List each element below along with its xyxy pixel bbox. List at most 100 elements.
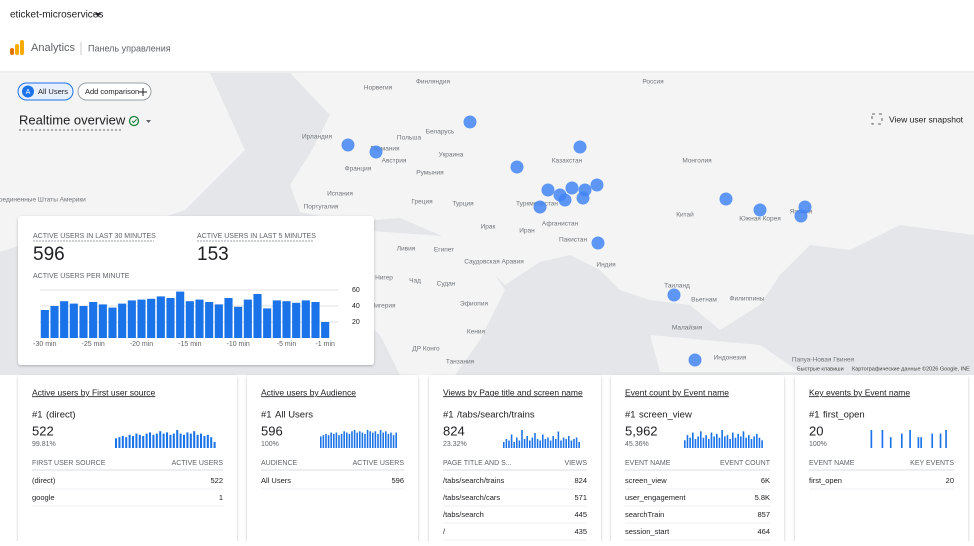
sparkline-bar [395, 433, 397, 448]
sparkline-bar [152, 435, 154, 448]
x-tick-label: -15 min [178, 341, 201, 348]
sparkline-bar [901, 434, 903, 448]
sparkline-bar [336, 433, 338, 448]
row-value: 857 [757, 510, 770, 519]
sparkline-bar [511, 435, 513, 449]
row-value: 464 [757, 527, 770, 536]
property-name[interactable]: eticket-microservices [10, 10, 103, 21]
bar [215, 304, 223, 338]
report-card: Views by Page title and screen name #1/ta… [429, 375, 601, 541]
sparkline-bar [362, 433, 364, 448]
row-label: All Users [261, 476, 291, 485]
top-item: first_open [823, 410, 865, 421]
map-label: ДР Конго [412, 346, 440, 353]
add-comparison[interactable]: Add comparison [78, 83, 151, 100]
row-value: 435 [574, 527, 587, 536]
sparkline-bar [351, 431, 353, 448]
metric-value: 153 [197, 244, 229, 265]
top-value: 522 [32, 423, 54, 438]
row-value: 1 [219, 493, 223, 502]
sparkline-bar [743, 431, 745, 448]
sparkline-bar [547, 438, 549, 449]
sparkline-bar [689, 438, 691, 448]
sparkline-bar [761, 440, 763, 448]
map-label: Вьетнам [691, 297, 717, 304]
sparkline-bar [565, 439, 567, 448]
row-value: 596 [391, 476, 404, 485]
column-header: EVENT NAME [625, 460, 671, 467]
map-label: Индия [596, 262, 616, 269]
sparkline-bar [737, 434, 739, 448]
sparkline-bar [382, 433, 384, 448]
sparkline-bar [503, 442, 505, 448]
sparkline-bar [214, 442, 216, 448]
card-title[interactable]: Active users by Audience [261, 387, 356, 397]
snapshot-label: View user snapshot [889, 114, 964, 124]
top-value: 5,962 [625, 423, 658, 438]
sparkline-bar [341, 434, 343, 448]
bar [321, 322, 329, 338]
segment-chip[interactable]: A All Users [18, 83, 73, 100]
sparkline-bar [745, 438, 747, 448]
sparkline-bar [703, 438, 705, 448]
sparkline-bar [519, 441, 521, 449]
sparkline-bar [918, 437, 920, 448]
card-title[interactable]: Active users by First user source [32, 387, 156, 397]
bar [311, 302, 319, 338]
user-location [566, 182, 579, 195]
sparkline-bar [354, 430, 356, 448]
map-label: Финляндия [416, 79, 450, 86]
sparkline-bar [146, 434, 148, 448]
bar [176, 292, 184, 338]
bar [89, 302, 97, 338]
bar [273, 300, 281, 338]
sparkline-bar [558, 432, 560, 449]
card-title[interactable]: Views by Page title and screen name [443, 387, 583, 397]
app-name: Analytics [31, 42, 76, 54]
sparkline-bar [129, 435, 131, 448]
sparkline-bar [343, 431, 345, 448]
sparkline-bar [882, 430, 884, 448]
bar [60, 301, 68, 338]
sparkline-bar [729, 439, 731, 448]
top-rank: #1 [443, 410, 454, 421]
map-label: Турция [452, 201, 474, 208]
card-title[interactable]: Key events by Event name [809, 387, 910, 397]
sparkline-bar [759, 438, 761, 448]
sparkline-bar [697, 436, 699, 448]
sparkline-bar [550, 441, 552, 449]
sparkline-bar [380, 430, 382, 448]
sparkline-bar [149, 432, 151, 448]
map-label: Таиланд [664, 283, 690, 290]
bar [253, 294, 261, 338]
card-bg [247, 375, 418, 541]
bar [224, 298, 232, 338]
add-comparison-label: Add comparison [85, 87, 139, 96]
map-label: Эфиопия [460, 301, 488, 308]
map-label: Польша [397, 135, 422, 142]
map-label: Судан [437, 281, 456, 288]
sparkline-bar [573, 439, 575, 448]
map-label: Индонезия [714, 355, 747, 362]
sparkline-bar [719, 438, 721, 448]
user-location [668, 289, 681, 302]
x-tick-label: -20 min [130, 341, 153, 348]
sparkline-bar [393, 435, 395, 448]
sparkline-bar [716, 434, 718, 448]
sparkline-bar [508, 441, 510, 449]
sparkline-bar [909, 430, 911, 448]
x-tick-label: -5 min [277, 341, 297, 348]
sparkline-bar [385, 431, 387, 448]
sparkline-bar [732, 433, 734, 448]
row-label: /tabs/search [443, 510, 484, 519]
page-title: Realtime overview [19, 112, 126, 127]
top-item: /tabs/search/trains [457, 410, 535, 421]
bar [234, 307, 242, 338]
row-label: (direct) [32, 476, 56, 485]
sparkline-bar [568, 436, 570, 448]
card-title[interactable]: Event count by Event name [625, 387, 729, 397]
column-header: ACTIVE USERS [172, 460, 224, 467]
bar [108, 308, 116, 338]
bar [147, 299, 155, 338]
map-label: Австрия [382, 158, 407, 165]
